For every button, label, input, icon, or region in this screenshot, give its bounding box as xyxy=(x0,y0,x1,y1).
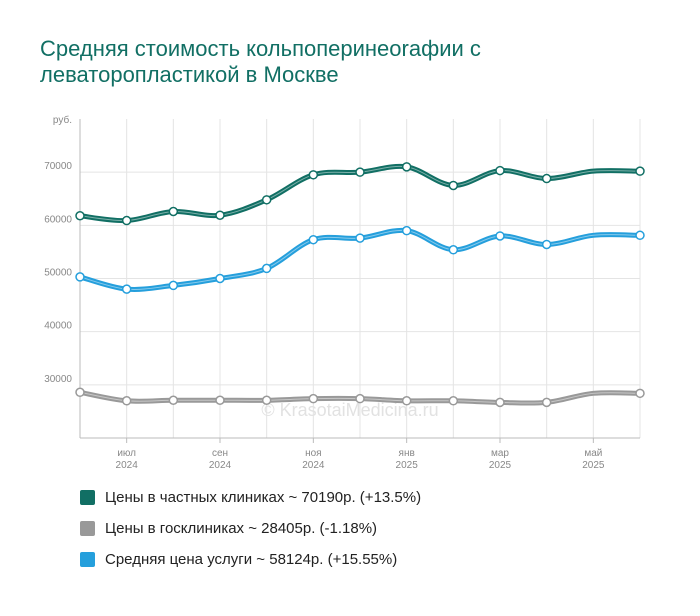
data-point-private xyxy=(495,165,505,176)
data-point-public xyxy=(635,388,645,399)
data-point-public xyxy=(448,396,459,406)
data-point-average xyxy=(261,263,272,274)
legend-swatch-average xyxy=(80,551,95,567)
y-tick-label: 30000 xyxy=(44,374,72,385)
x-tick-label-year: 2024 xyxy=(209,460,232,471)
data-point-public xyxy=(261,395,272,406)
legend-item-private: Цены в частных клиниках ~ 70190р. (+13.5… xyxy=(80,486,421,508)
data-point-private xyxy=(215,210,225,220)
data-point-public xyxy=(308,393,319,404)
data-point-public xyxy=(541,397,552,408)
x-tick-label-year: 2025 xyxy=(489,460,512,471)
data-point-private xyxy=(261,195,272,205)
legend-item-average: Средняя цена услуги ~ 58124р. (+15.55%) xyxy=(80,548,421,570)
grid xyxy=(79,119,641,438)
data-point-public xyxy=(401,396,412,406)
data-point-average xyxy=(448,245,459,255)
legend-label-average: Средняя цена услуги ~ 58124р. (+15.55%) xyxy=(105,550,398,568)
data-point-private xyxy=(448,180,459,191)
data-point-average xyxy=(75,272,85,282)
x-tick-label-year: 2025 xyxy=(396,460,419,471)
x-tick-label-month: мар xyxy=(491,448,509,459)
data-point-average xyxy=(541,239,552,250)
legend-label-public: Цены в госклиниках ~ 28405р. (-1.18%) xyxy=(105,519,378,537)
data-point-private xyxy=(121,215,132,226)
chart-title: Средняя стоимость кольпоперинеоrафии с л… xyxy=(40,36,481,87)
data-point-private xyxy=(541,173,552,184)
legend-swatch-public xyxy=(80,520,95,536)
data-point-average xyxy=(401,225,412,236)
x-tick-label-month: ноя xyxy=(305,448,322,459)
data-point-public xyxy=(168,395,179,406)
data-point-average xyxy=(635,230,645,241)
x-tick-label-year: 2024 xyxy=(116,460,139,471)
data-point-private xyxy=(355,167,365,177)
data-point-average xyxy=(121,284,132,294)
data-point-average xyxy=(355,233,365,243)
data-point-public xyxy=(215,395,225,406)
data-point-public xyxy=(75,387,85,398)
data-point-average xyxy=(495,231,505,241)
axes: 3000040000500006000070000руб.июл2024сен2… xyxy=(44,114,640,471)
line-chart: © KrasotaiMedicina.ru 30000 40000 50000 600… xyxy=(44,114,645,471)
y-tick-label: 60000 xyxy=(44,214,72,225)
data-point-private xyxy=(75,211,85,221)
series-group xyxy=(75,162,645,408)
watermark: © KrasotaiMedicina.ru xyxy=(261,400,438,420)
data-point-private xyxy=(168,206,179,217)
data-point-private xyxy=(308,170,319,180)
y-tick-label: 40000 xyxy=(44,321,72,332)
legend-item-public: Цены в госклиниках ~ 28405р. (-1.18%) xyxy=(80,517,421,539)
x-tick-label-month: май xyxy=(584,448,602,459)
data-point-public xyxy=(355,393,365,404)
x-tick-label-month: янв xyxy=(399,448,415,459)
data-point-average xyxy=(308,234,319,245)
data-point-public xyxy=(121,396,132,406)
legend-swatch-private xyxy=(80,489,95,505)
legend: Цены в частных клиниках ~ 70190р. (+13.5… xyxy=(80,486,421,579)
x-tick-label-year: 2025 xyxy=(582,460,605,471)
data-point-average xyxy=(168,280,179,291)
x-tick-label-month: сен xyxy=(212,448,228,459)
x-tick-label-month: июл xyxy=(117,448,136,459)
data-point-public xyxy=(495,397,505,408)
x-tick-label-year: 2024 xyxy=(302,460,325,471)
data-point-average xyxy=(215,273,225,284)
y-tick-label: 70000 xyxy=(44,161,72,172)
y-tick-label: 50000 xyxy=(44,268,72,279)
y-unit-label: руб. xyxy=(53,114,72,126)
legend-label-private: Цены в частных клиниках ~ 70190р. (+13.5… xyxy=(105,488,422,506)
data-point-private xyxy=(635,166,645,176)
data-point-private xyxy=(401,162,412,172)
